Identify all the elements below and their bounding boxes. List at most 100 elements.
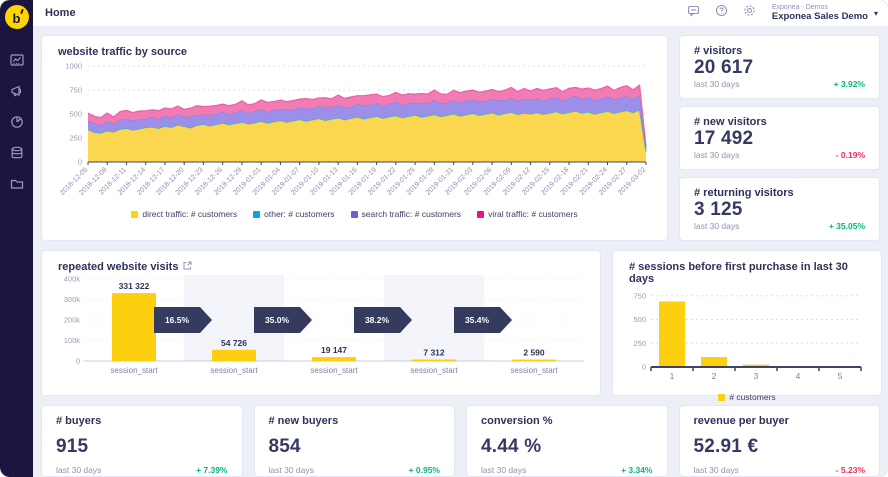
svg-text:750: 750 — [69, 86, 82, 95]
kpi-card-returning-visitors[interactable]: # returning visitors 3 125 last 30 days … — [679, 177, 880, 241]
legend-swatch — [477, 210, 485, 218]
kpi-period: last 30 days — [694, 221, 740, 231]
logo-spark — [19, 8, 24, 15]
kpi-period: last 30 days — [693, 465, 739, 475]
kpi-value: 17 492 — [694, 128, 754, 149]
legend-swatch-customers — [718, 393, 726, 401]
traffic-chart-legend: direct traffic: # customers other: # cust… — [58, 209, 651, 219]
kpi-title: # buyers — [56, 415, 102, 427]
sessions-chart-card: # sessions before first purchase in last… — [612, 250, 882, 402]
gear-icon[interactable] — [743, 4, 756, 22]
svg-text:250: 250 — [69, 134, 82, 143]
legend-swatch — [131, 210, 139, 218]
project-group-label: Exponea - Demos — [771, 3, 828, 11]
kpi-card-conversion[interactable]: conversion % 4.44 % last 30 days + 3.34% — [466, 405, 668, 477]
traffic-stacked-area-chart[interactable]: 025050075010002018-12-052018-12-082018-1… — [58, 58, 651, 206]
kpi-period: last 30 days — [694, 150, 740, 160]
svg-text:4: 4 — [796, 371, 801, 381]
projects-folder-icon[interactable] — [10, 177, 24, 191]
svg-text:5: 5 — [838, 371, 843, 381]
kpi-title: conversion % — [481, 415, 553, 427]
legend-item[interactable]: direct traffic: # customers — [131, 209, 237, 219]
svg-text:2 590: 2 590 — [523, 348, 545, 358]
svg-text:38.2%: 38.2% — [365, 315, 390, 325]
svg-text:500: 500 — [633, 315, 646, 324]
legend-swatch — [350, 210, 358, 218]
kpi-card-visitors[interactable]: # visitors 20 617 last 30 days + 3.92% — [679, 35, 880, 99]
visitor-kpi-column: # visitors 20 617 last 30 days + 3.92% #… — [679, 35, 880, 241]
kpi-card-new-buyers[interactable]: # new buyers 854 last 30 days + 0.95% — [253, 405, 455, 477]
svg-text:400k: 400k — [64, 275, 81, 284]
kpi-title: # new visitors — [694, 116, 767, 128]
svg-text:7 312: 7 312 — [423, 348, 445, 358]
svg-text:750: 750 — [633, 291, 646, 300]
svg-text:3: 3 — [754, 371, 759, 381]
svg-text:0: 0 — [76, 357, 80, 366]
traffic-chart-title: website traffic by source — [58, 46, 187, 58]
funnel-title: repeated website visits — [58, 261, 179, 273]
legend-label: # customers — [729, 392, 776, 402]
svg-text:35.0%: 35.0% — [265, 315, 290, 325]
kpi-value: 20 617 — [694, 57, 754, 78]
sessions-bar-chart[interactable]: 0 250 500 750 1 2 3 4 5 — [629, 285, 867, 387]
svg-text:250: 250 — [633, 339, 646, 348]
top-header: Home — [33, 0, 888, 27]
campaigns-megaphone-icon[interactable] — [10, 84, 24, 98]
svg-text:session_start: session_start — [510, 366, 558, 375]
sessions-legend-item: # customers — [718, 392, 776, 402]
legend-label: direct traffic: # customers — [142, 209, 238, 219]
svg-text:session_start: session_start — [410, 366, 458, 375]
svg-text:session_start: session_start — [310, 366, 358, 375]
kpi-title: revenue per buyer — [693, 415, 789, 427]
logo-b-glyph: b — [12, 10, 21, 26]
kpi-card-revenue-per-buyer[interactable]: revenue per buyer 52.91 € last 30 days -… — [678, 405, 880, 477]
project-name-label: Exponea Sales Demo — [771, 10, 868, 22]
kpi-delta: + 3.92% — [833, 79, 865, 89]
page-title: Home — [45, 7, 76, 19]
svg-text:1000: 1000 — [65, 62, 82, 71]
external-link-icon[interactable] — [183, 261, 192, 273]
dashboards-icon[interactable] — [9, 53, 24, 67]
exponea-logo[interactable]: b — [4, 5, 29, 29]
svg-text:0: 0 — [78, 158, 82, 167]
svg-text:19 147: 19 147 — [321, 345, 347, 355]
kpi-delta: - 0.19% — [835, 150, 865, 160]
svg-text:session_start: session_start — [110, 366, 158, 375]
svg-text:331 322: 331 322 — [119, 281, 150, 291]
funnel-bar-chart[interactable]: 0 100k 200k 300k 400k 331 322 session_start 54 … — [58, 273, 584, 386]
svg-text:session_start: session_start — [210, 366, 258, 375]
kpi-card-new-visitors[interactable]: # new visitors 17 492 last 30 days - 0.1… — [679, 106, 880, 170]
analyses-pie-icon[interactable] — [10, 115, 24, 129]
kpi-card-buyers[interactable]: # buyers 915 last 30 days + 7.39% — [41, 405, 243, 477]
help-icon[interactable] — [715, 4, 728, 22]
svg-text:100k: 100k — [64, 336, 81, 345]
kpi-delta: + 0.95% — [408, 465, 440, 475]
kpi-title: # new buyers — [268, 415, 339, 427]
legend-item[interactable]: search traffic: # customers — [350, 209, 462, 219]
legend-item[interactable]: viral traffic: # customers — [477, 209, 578, 219]
kpi-value: 3 125 — [694, 199, 743, 220]
kpi-period: last 30 days — [481, 465, 527, 475]
kpi-value: 4.44 % — [481, 436, 542, 457]
legend-label: search traffic: # customers — [361, 209, 462, 219]
project-switcher[interactable]: Exponea - Demos Exponea Sales Demo ▾ — [772, 4, 878, 23]
legend-label: other: # customers — [264, 209, 335, 219]
svg-text:200k: 200k — [64, 316, 81, 325]
kpi-delta: - 5.23% — [835, 465, 865, 475]
kpi-period: last 30 days — [694, 79, 740, 89]
repeated-visits-funnel-card: repeated website visits 0 100k 200k 300k 400… — [41, 250, 601, 396]
data-database-icon[interactable] — [10, 146, 24, 160]
chevron-down-icon: ▾ — [873, 8, 878, 18]
kpi-value: 52.91 € — [693, 436, 759, 457]
svg-text:300k: 300k — [64, 295, 81, 304]
chat-icon[interactable] — [687, 4, 700, 22]
legend-label: viral traffic: # customers — [488, 209, 578, 219]
kpi-value: 854 — [268, 436, 301, 457]
kpi-delta: + 3.34% — [621, 465, 653, 475]
legend-swatch — [253, 210, 261, 218]
svg-text:2: 2 — [712, 371, 717, 381]
sessions-chart-title: # sessions before first purchase in last… — [629, 261, 848, 285]
svg-text:54 726: 54 726 — [221, 338, 247, 348]
legend-item[interactable]: other: # customers — [253, 209, 335, 219]
